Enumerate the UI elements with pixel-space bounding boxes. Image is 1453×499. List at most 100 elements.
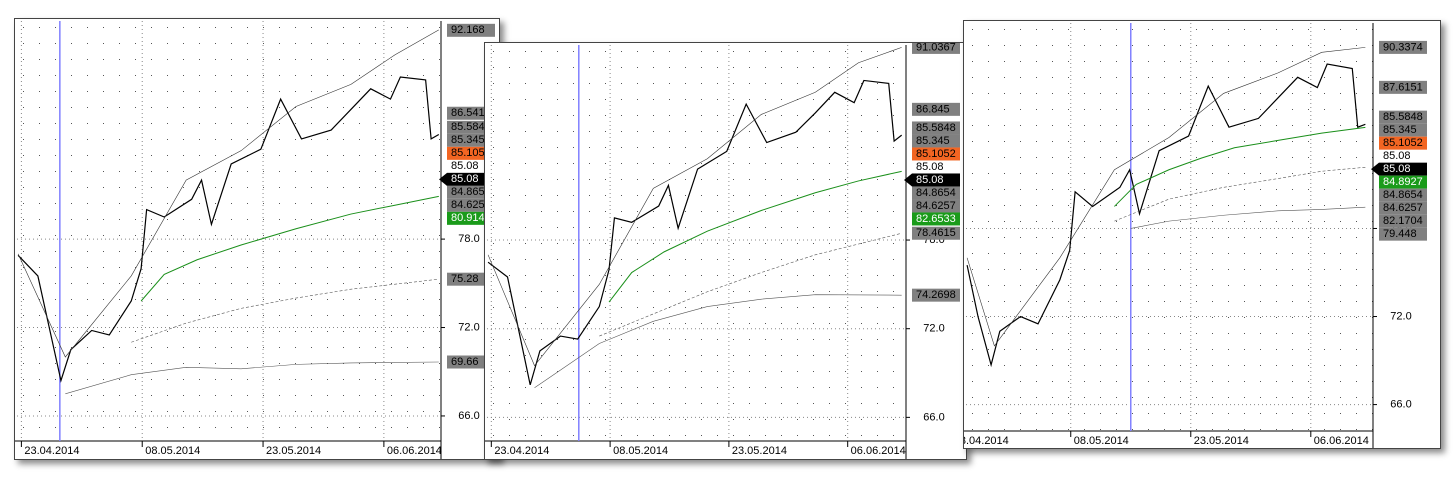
price-label-box xyxy=(912,226,960,240)
series-line xyxy=(1130,206,1366,229)
plot xyxy=(487,45,906,441)
series-line xyxy=(131,278,439,343)
price-label: 85.584 xyxy=(451,121,485,133)
x-tick-label: 23.05.2014 xyxy=(266,445,321,457)
price-label: 84.8654 xyxy=(916,187,956,199)
price-label-box xyxy=(912,134,960,148)
price-label: 69.66 xyxy=(451,356,479,368)
price-label: 86.541 xyxy=(451,107,485,119)
price-arrow xyxy=(904,173,912,187)
series-line xyxy=(966,63,1366,368)
price-label: 78.4615 xyxy=(916,227,956,239)
x-tick-label: 06.06.2014 xyxy=(1314,435,1369,447)
price-label: 85.345 xyxy=(451,134,485,146)
x-tick-label: 23.04.2014 xyxy=(494,445,549,457)
price-label-box xyxy=(447,23,495,37)
price-label-box xyxy=(447,211,495,225)
price-label-box xyxy=(1379,40,1427,54)
price-label-box xyxy=(912,43,960,54)
x-tick-label: 08.05.2014 xyxy=(145,445,200,457)
price-label-box xyxy=(912,186,960,200)
series-line xyxy=(17,76,440,383)
y-tick-label: 72.0 xyxy=(458,321,479,333)
x-tick-label: 08.05.2014 xyxy=(1074,435,1129,447)
price-label: 74.2698 xyxy=(916,289,956,301)
price-label: 84.6257 xyxy=(916,200,956,212)
price-label-box xyxy=(1379,80,1427,94)
price-label-box xyxy=(912,173,960,187)
x-tick-label: 08.05.2014 xyxy=(613,445,668,457)
y-tick-label: 72.0 xyxy=(923,323,944,335)
series-line xyxy=(17,29,439,358)
price-label: 80.914 xyxy=(451,212,485,224)
series-line xyxy=(487,47,902,367)
grid-dots xyxy=(487,45,906,441)
x-tick-label: 23.05.2014 xyxy=(732,445,787,457)
price-label-box xyxy=(912,212,960,226)
price-label: 85.345 xyxy=(916,135,950,147)
price-label: 84.8927 xyxy=(1383,176,1423,188)
price-label: 84.6257 xyxy=(1383,202,1423,214)
price-label-box xyxy=(1379,175,1427,189)
price-label-box xyxy=(447,106,495,120)
plot xyxy=(966,23,1373,431)
y-tick-label: 66.0 xyxy=(1390,398,1411,410)
price-label: 91.0367 xyxy=(916,43,956,53)
price-arrow xyxy=(1371,162,1379,176)
grid-dots xyxy=(17,21,441,441)
price-label: 86.845 xyxy=(916,103,950,115)
price-label-box xyxy=(447,146,495,160)
price-label: 85.1052 xyxy=(1383,137,1423,149)
series-line xyxy=(487,79,903,386)
price-label: 90.3374 xyxy=(1383,41,1423,53)
price-label: 85.08 xyxy=(916,161,944,173)
price-label-box xyxy=(912,288,960,302)
price-label: 85.345 xyxy=(1383,124,1417,136)
x-tick-label: 23.04.2014 xyxy=(24,445,79,457)
x-tick-label: 23.04.2014 xyxy=(964,435,1009,447)
price-label: 85.5848 xyxy=(916,122,956,134)
y-tick-label: 72.0 xyxy=(1390,310,1411,322)
plot xyxy=(17,21,441,441)
price-label-box xyxy=(912,102,960,116)
price-label: 79.448 xyxy=(1383,228,1417,240)
price-label: 85.1052 xyxy=(916,148,956,160)
price-label: 87.6151 xyxy=(1383,81,1423,93)
price-label-box xyxy=(447,272,495,286)
price-label-box xyxy=(1379,214,1427,228)
price-label-box xyxy=(912,147,960,161)
price-label: 75.28 xyxy=(451,273,479,285)
price-label: 85.08 xyxy=(451,160,479,172)
price-label-box xyxy=(447,185,495,199)
chart: 66.072.078.023.04.201408.05.201423.05.20… xyxy=(964,23,1427,448)
price-arrow xyxy=(439,172,447,186)
y-tick-label: 66.0 xyxy=(458,410,479,422)
price-label: 84.865 xyxy=(451,186,485,198)
price-label: 84.8654 xyxy=(1383,189,1423,201)
price-label: 92.168 xyxy=(451,24,485,36)
x-tick-label: 23.05.2014 xyxy=(1194,435,1249,447)
price-label-box xyxy=(447,355,495,369)
price-label-box xyxy=(447,133,495,147)
series-line xyxy=(1114,126,1366,207)
series-line xyxy=(534,294,902,389)
price-label: 85.08 xyxy=(1383,150,1411,162)
series-line xyxy=(1114,166,1366,222)
price-label-box xyxy=(912,199,960,213)
series-line xyxy=(599,232,902,337)
price-label-box xyxy=(447,172,495,186)
price-label-box xyxy=(447,120,495,134)
price-label: 84.625 xyxy=(451,199,485,211)
price-label: 85.08 xyxy=(1383,163,1411,175)
grid-dots xyxy=(966,23,1373,431)
price-label-box xyxy=(1379,201,1427,215)
series-line xyxy=(140,195,439,302)
price-label-box xyxy=(912,121,960,135)
series-line xyxy=(966,47,1366,347)
price-label: 85.105 xyxy=(451,147,485,159)
price-label: 85.08 xyxy=(916,174,944,186)
